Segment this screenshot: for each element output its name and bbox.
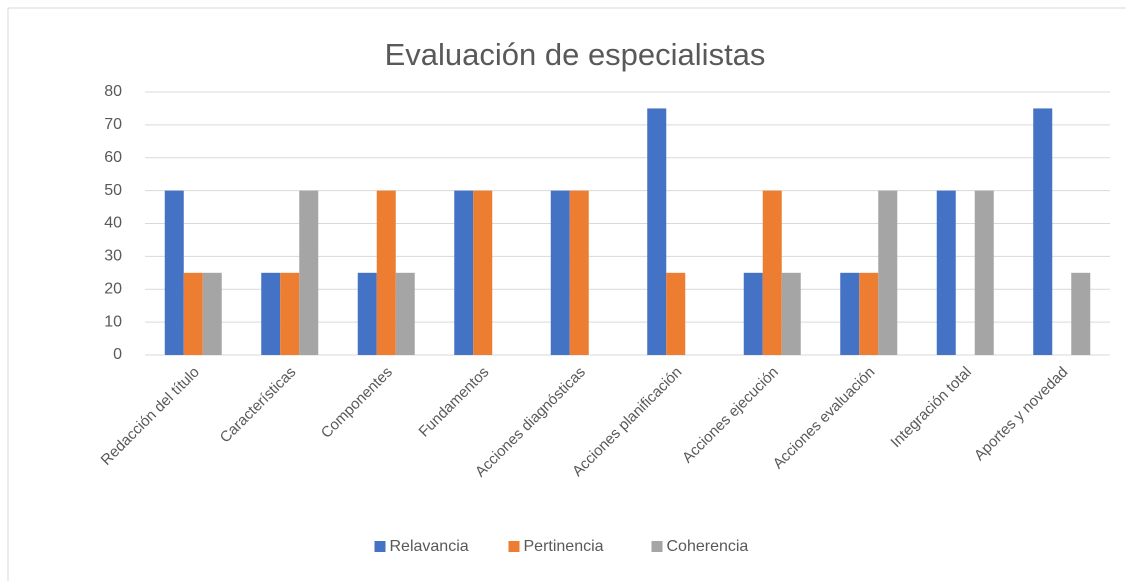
bar [878,190,898,355]
y-tick-label: 0 [113,346,122,363]
bar [1071,272,1091,355]
bar [840,272,860,355]
bar [1033,108,1053,355]
x-tick-label: Acciones evaluación [770,364,879,473]
y-tick-label: 20 [104,280,122,297]
bar [164,190,184,355]
x-tick-label: Redacción del título [98,364,203,469]
bar [743,272,763,355]
bar [666,272,686,355]
x-tick-label: Componentes [318,364,396,442]
y-tick-label: 10 [104,313,122,330]
chart-border [7,7,1126,581]
legend-label: Relavancia [390,538,469,555]
bar [376,190,396,355]
x-tick-label: Fundamentos [415,364,492,441]
legend-swatch [651,541,663,552]
y-tick-label: 70 [104,116,122,133]
bar [454,190,474,355]
x-tick-label: Aportes y novedad [971,364,1071,464]
y-tick-label: 60 [104,149,122,166]
bar [299,190,319,355]
bar [280,272,300,355]
x-tick-label: Acciones ejecución [679,364,782,467]
bar [859,272,879,355]
chart-title: Evaluación de especialistas [385,37,766,72]
bar [357,272,377,355]
y-tick-label: 30 [104,248,122,265]
y-tick-label: 40 [104,215,122,232]
bar [974,190,994,355]
legend-swatch [374,541,386,552]
bar [781,272,801,355]
y-tick-label: 50 [104,182,122,199]
bar [395,272,415,355]
bar [202,272,222,355]
bar [550,190,570,355]
bar [936,190,956,355]
x-tick-label: Integración total [887,364,975,452]
bar [762,190,782,355]
x-tick-label: Acciones diagnósticas [472,364,589,481]
legend-swatch [508,541,520,552]
bar [261,272,281,355]
bar [183,272,203,355]
bar [647,108,667,355]
x-tick-label: Acciones planificación [569,364,685,480]
legend-label: Coherencia [667,538,749,555]
x-tick-label: Características [217,364,300,447]
bar [473,190,493,355]
legend-label: Pertinencia [524,538,604,555]
bar [569,190,589,355]
y-tick-label: 80 [104,83,122,100]
